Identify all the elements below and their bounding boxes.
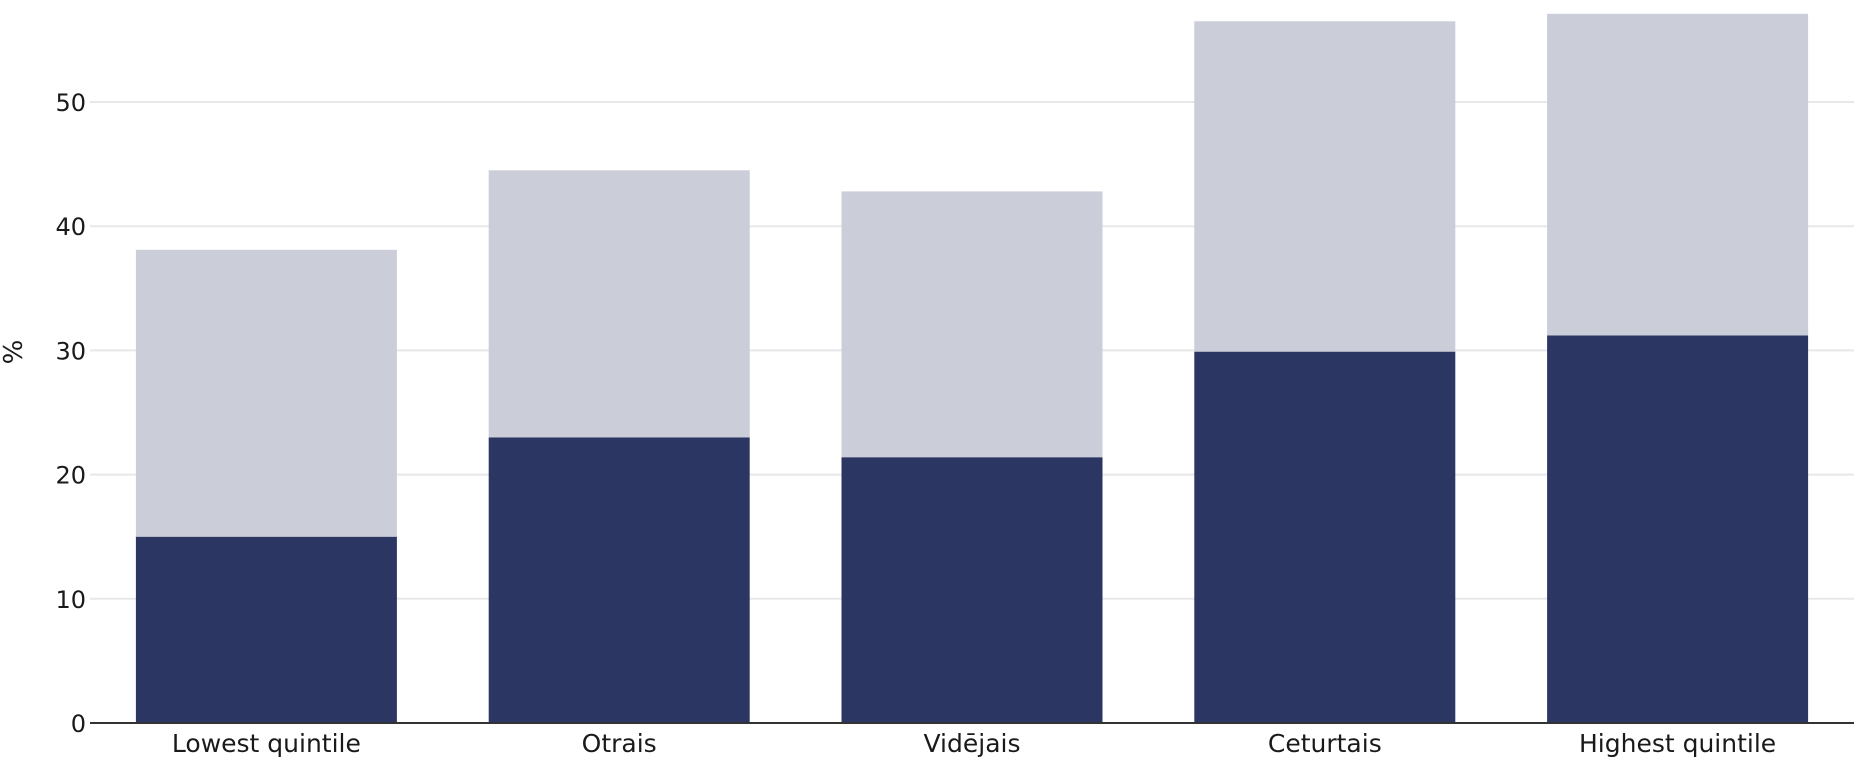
labels: 0 10 20 30 40 50 Lowest quintile Otrais Vidējais…: [0, 89, 1776, 757]
y-tick-label: 50: [55, 89, 86, 117]
y-tick-label: 30: [55, 337, 86, 365]
x-category-label: Vidējais: [924, 729, 1021, 757]
bar-segment-1: [1194, 351, 1456, 723]
x-category-label: Ceturtais: [1268, 729, 1382, 757]
y-axis-title: %: [0, 340, 29, 365]
y-tick-label: 20: [55, 462, 86, 490]
bar-segment-2: [135, 249, 397, 537]
bar-segment-2: [488, 170, 750, 438]
bars: [135, 13, 1809, 723]
bar-segment-1: [841, 457, 1103, 723]
bar-segment-1: [488, 437, 750, 723]
x-category-label: Otrais: [582, 729, 657, 757]
bar-segment-1: [135, 536, 397, 723]
bar-segment-2: [1194, 21, 1456, 352]
x-category-label: Highest quintile: [1579, 729, 1776, 757]
y-tick-label: 40: [55, 213, 86, 241]
bar-segment-2: [1547, 13, 1809, 336]
y-tick-label: 10: [55, 586, 86, 614]
bar-segment-2: [841, 191, 1103, 458]
x-category-label: Lowest quintile: [172, 729, 361, 757]
y-tick-label: 0: [71, 710, 86, 738]
bar-segment-1: [1547, 335, 1809, 723]
